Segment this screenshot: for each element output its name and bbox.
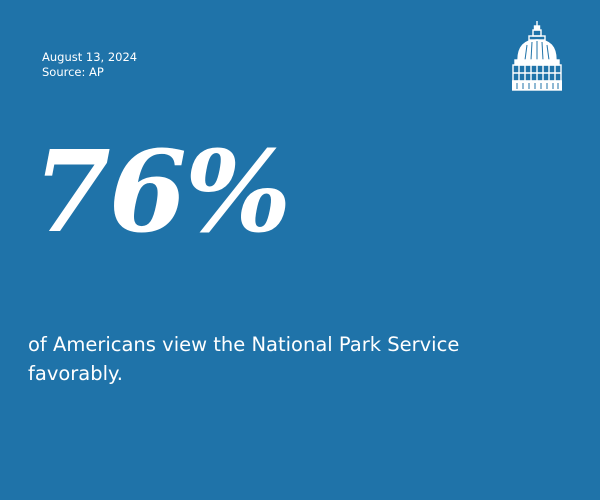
stat-value: 76% bbox=[33, 127, 291, 258]
capitol-dome-icon bbox=[511, 20, 562, 92]
source-label: Source: AP bbox=[42, 65, 104, 79]
stat-caption: of Americans view the National Park Serv… bbox=[28, 333, 460, 385]
meta-block: August 13, 2024 Source: AP bbox=[42, 50, 137, 80]
publish-date: August 13, 2024 bbox=[42, 50, 138, 64]
